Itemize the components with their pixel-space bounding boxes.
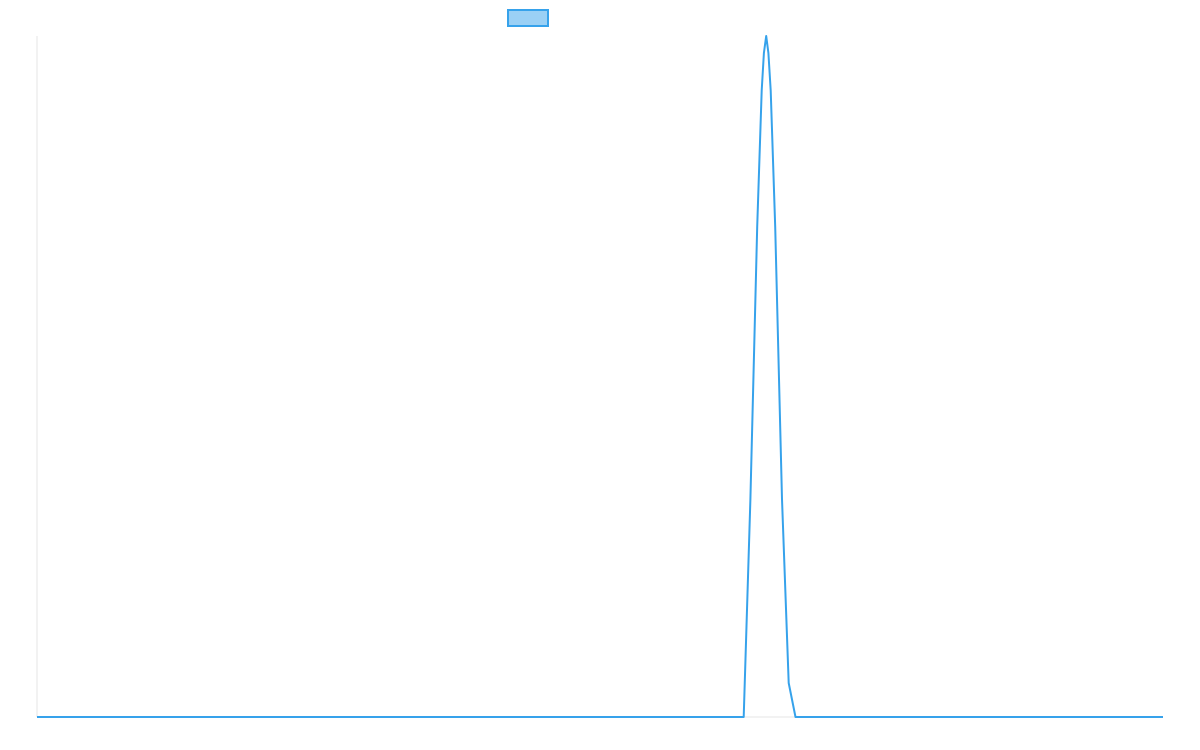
legend[interactable] xyxy=(507,9,549,27)
series-line-0 xyxy=(37,35,1163,718)
axes xyxy=(36,36,1163,718)
legend-swatch-0[interactable] xyxy=(507,9,549,27)
series-layer xyxy=(37,35,1163,718)
